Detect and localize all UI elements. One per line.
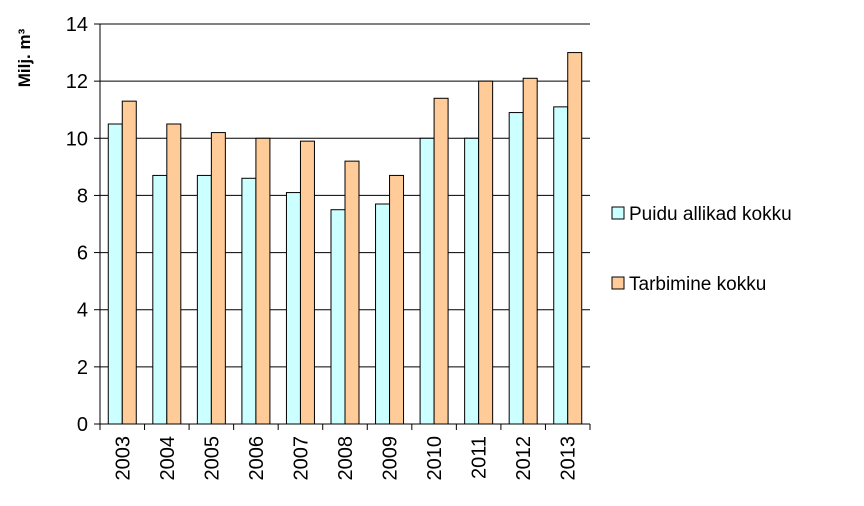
x-tick-label: 2011: [469, 436, 491, 479]
axes: [94, 23, 591, 430]
x-tick-label: 2009: [380, 436, 402, 481]
y-tick-labels: 0 2 4 6 8 10 12 14: [66, 14, 88, 436]
x-tick-label: 2003: [112, 436, 134, 481]
bar-tarbimine-2011: [478, 80, 494, 425]
y-tick-label: 6: [77, 243, 88, 265]
bar-puidu-allikad-2007: [285, 192, 301, 425]
bar-puidu-allikad-2004: [152, 174, 168, 425]
x-tick-label: 2004: [157, 436, 179, 481]
legend-label: Puidu allikad kokku: [629, 204, 792, 225]
x-tick-label: 2005: [201, 436, 223, 481]
bar-puidu-allikad-2008: [330, 209, 346, 425]
x-tick-label: 2006: [246, 436, 268, 481]
y-tick-label: 12: [66, 71, 88, 93]
bar-tarbimine-2012: [522, 77, 538, 425]
y-tick-label: 4: [77, 300, 88, 322]
bar-puidu-allikad-2013: [553, 106, 569, 425]
bar-tarbimine-2004: [166, 123, 182, 425]
bar-tarbimine-2006: [255, 137, 271, 425]
y-tick-label: 14: [66, 14, 88, 36]
bar-puidu-allikad-2009: [375, 203, 391, 425]
x-tick-label: 2013: [558, 436, 580, 481]
y-tick-label: 2: [77, 357, 88, 379]
bar-puidu-allikad-2010: [419, 137, 435, 425]
bars: [107, 52, 583, 425]
bar-puidu-allikad-2011: [464, 137, 480, 425]
bar-tarbimine-2003: [121, 100, 137, 425]
bar-puidu-allikad-2005: [196, 174, 212, 425]
legend-swatch: [611, 276, 625, 290]
legend-swatch: [611, 206, 625, 220]
bar-puidu-allikad-2006: [241, 177, 257, 425]
legend-label: Tarbimine kokku: [629, 274, 766, 295]
bar-tarbimine-2005: [210, 132, 226, 425]
x-tick-labels: 2003 2004 2005 2006 2007 2008 2009 2010 2011 2012…: [112, 436, 579, 481]
bar-tarbimine-2007: [299, 140, 315, 425]
x-tick-label: 2008: [335, 436, 357, 481]
legend: Puidu allikad kokku Tarbimine kokku: [611, 204, 792, 295]
bar-tarbimine-2008: [344, 160, 360, 425]
x-tick-label: 2010: [424, 436, 446, 481]
y-tick-label: 10: [66, 128, 88, 150]
y-tick-label: 0: [77, 414, 88, 436]
bar-tarbimine-2009: [389, 174, 405, 425]
x-tick-label: 2007: [290, 436, 312, 481]
x-tick-label: 2012: [513, 436, 535, 481]
bar-tarbimine-2013: [567, 52, 583, 425]
y-tick-label: 8: [77, 185, 88, 207]
y-axis-label: Milj. m³: [15, 28, 34, 87]
bar-tarbimine-2010: [433, 97, 449, 425]
bar-puidu-allikad-2012: [508, 112, 524, 425]
bar-puidu-allikad-2003: [107, 123, 123, 425]
